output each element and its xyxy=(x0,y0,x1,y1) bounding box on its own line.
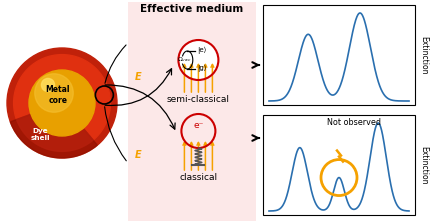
Text: $\Omega_{vac}$: $\Omega_{vac}$ xyxy=(177,56,192,64)
Wedge shape xyxy=(10,103,97,158)
Text: Extinction: Extinction xyxy=(420,146,429,184)
Text: e⁻: e⁻ xyxy=(193,122,203,130)
Circle shape xyxy=(29,70,95,136)
FancyBboxPatch shape xyxy=(263,115,415,215)
Text: |e⟩: |e⟩ xyxy=(197,46,207,54)
FancyBboxPatch shape xyxy=(128,2,256,221)
Text: E: E xyxy=(135,150,141,160)
Circle shape xyxy=(14,55,111,151)
Text: semi-classical: semi-classical xyxy=(167,95,230,105)
Text: Not observed: Not observed xyxy=(327,118,381,127)
Text: E: E xyxy=(135,72,141,82)
Text: Effective medium: Effective medium xyxy=(140,4,244,14)
FancyBboxPatch shape xyxy=(263,5,415,105)
Circle shape xyxy=(7,48,117,158)
Text: Extinction: Extinction xyxy=(420,36,429,74)
Wedge shape xyxy=(16,103,93,151)
Circle shape xyxy=(178,40,218,80)
Text: classical: classical xyxy=(179,173,218,182)
Text: Metal
core: Metal core xyxy=(46,85,70,105)
Text: |g⟩: |g⟩ xyxy=(197,64,207,72)
Text: Dye
shell: Dye shell xyxy=(30,128,50,142)
Circle shape xyxy=(35,74,73,112)
Circle shape xyxy=(41,78,55,92)
